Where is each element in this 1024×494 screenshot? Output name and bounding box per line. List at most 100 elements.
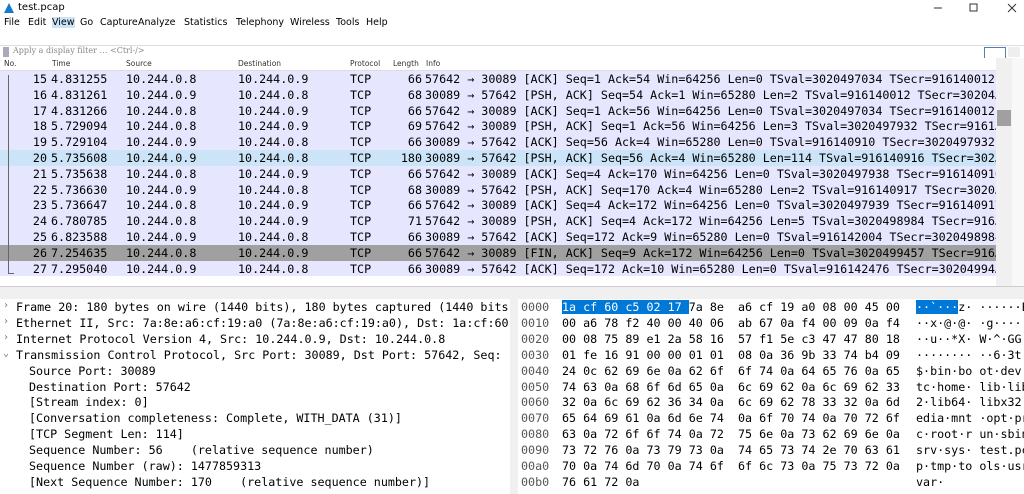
hex-byte[interactable]: 6d (885, 395, 900, 410)
hex-byte[interactable]: a6 (583, 315, 598, 330)
hex-byte[interactable]: 0a (709, 379, 724, 394)
hex-byte[interactable]: 65 (562, 411, 577, 426)
hex-byte[interactable]: 57 (738, 331, 753, 346)
hex-byte[interactable]: 75 (738, 427, 753, 442)
menu-item[interactable]: Telephony (236, 17, 285, 28)
hex-byte[interactable]: 69 (843, 427, 858, 442)
hex-byte[interactable]: 2a (667, 331, 682, 346)
hex-byte[interactable]: 6f (625, 427, 640, 442)
hex-byte[interactable]: 6e (646, 363, 661, 378)
packet-row[interactable]: 23 5.736647 10.244.0.8 10.244.0.9 TCP 66 57642… (0, 197, 996, 214)
hex-byte[interactable]: 74 (738, 443, 753, 458)
hex-byte[interactable]: 00 (667, 315, 682, 330)
tree-item[interactable]: Sequence Number (raw): 1477859313 (29, 459, 262, 473)
menu-item[interactable]: View (52, 17, 75, 28)
hex-byte[interactable]: 0a (738, 411, 753, 426)
hex-byte[interactable]: 62 (688, 363, 703, 378)
menu-item[interactable]: Help (366, 17, 388, 28)
pane-splitter[interactable] (0, 286, 1024, 299)
ascii-text[interactable]: edia·mnt ·opt·pro (916, 411, 1024, 426)
ascii-text[interactable]: ··u··*X· W·^·GG·· (916, 331, 1024, 346)
tree-expander[interactable]: › (3, 300, 10, 311)
hex-byte[interactable]: 32 (843, 395, 858, 410)
hex-byte[interactable]: 0a (688, 427, 703, 442)
hex-byte[interactable]: 00 (843, 300, 858, 314)
hex-byte[interactable]: 6d (625, 459, 640, 473)
packet-row[interactable]: 26 7.254635 10.244.0.8 10.244.0.9 TCP 66 57642… (0, 244, 996, 261)
hex-byte[interactable]: 0a (625, 474, 640, 489)
hex-byte[interactable]: 06 (709, 315, 724, 330)
hex-byte[interactable]: 69 (759, 395, 774, 410)
hex-byte[interactable]: 33 (822, 395, 837, 410)
hex-byte[interactable]: 72 (864, 459, 879, 473)
filter-dropdown[interactable] (1008, 47, 1020, 57)
packet-row[interactable]: 22 5.736630 10.244.0.9 10.244.0.8 TCP 68 30089… (0, 181, 996, 198)
hex-byte[interactable]: 63 (864, 443, 879, 458)
hex-byte[interactable]: 6e (759, 427, 774, 442)
hex-byte[interactable]: cf (583, 300, 605, 314)
tree-item[interactable]: [Conversation completeness: Complete, WI… (29, 411, 402, 426)
hex-byte[interactable]: b4 (864, 347, 879, 362)
hex-byte[interactable]: 72 (604, 427, 619, 442)
hex-byte[interactable]: 76 (604, 443, 619, 458)
hex-byte[interactable]: 65 (822, 363, 837, 378)
hex-byte[interactable]: 73 (801, 427, 816, 442)
hex-byte[interactable]: 0a (709, 443, 724, 458)
hex-byte[interactable]: 68 (625, 379, 640, 394)
hex-byte[interactable]: 6f (738, 459, 753, 473)
hex-byte[interactable]: 47 (822, 331, 837, 346)
tree-item[interactable]: Destination Port: 57642 (29, 379, 191, 394)
column-header[interactable]: Info (426, 59, 441, 68)
hex-byte[interactable]: 61 (885, 443, 900, 458)
hex-byte[interactable]: 0a (801, 379, 816, 394)
hex-byte[interactable]: 40 (688, 315, 703, 330)
hex-byte[interactable]: 9b (801, 347, 816, 362)
hex-byte[interactable]: c3 (801, 331, 816, 346)
hex-byte[interactable]: f4 (885, 315, 900, 330)
hex-byte[interactable]: 24 (562, 363, 577, 378)
hex-byte[interactable]: 0a (864, 363, 879, 378)
window-controls[interactable] (930, 2, 1024, 14)
packet-row[interactable]: 16 4.831261 10.244.0.9 10.244.0.8 TCP 68 30089… (0, 86, 996, 103)
hex-byte[interactable]: 6c (738, 379, 753, 394)
hex-byte[interactable]: 0a (885, 427, 900, 442)
packet-row[interactable]: 19 5.729104 10.244.0.9 10.244.0.8 TCP 66 30089… (0, 134, 996, 150)
hex-byte[interactable]: 70 (562, 459, 577, 473)
hex-byte[interactable]: 17 (667, 300, 689, 314)
menu-item[interactable]: File (4, 17, 20, 28)
hex-byte[interactable]: 0a (709, 395, 724, 410)
ascii-text[interactable]: srv·sys· test.pca (916, 443, 1024, 458)
hex-byte[interactable]: 78 (801, 395, 816, 410)
hex-byte[interactable]: 16 (604, 347, 619, 362)
hex-byte[interactable]: 62 (604, 363, 619, 378)
packet-row[interactable]: 15 4.831255 10.244.0.8 10.244.0.9 TCP 66 57642… (0, 71, 996, 87)
hex-byte[interactable]: 70 (780, 411, 795, 426)
hex-byte[interactable]: 0a (864, 315, 879, 330)
hex-byte[interactable]: 01 (709, 347, 724, 362)
hex-byte[interactable]: 0a (759, 347, 774, 362)
packet-list-scrollbar[interactable] (996, 58, 1012, 286)
hex-byte[interactable]: 0a (667, 363, 682, 378)
hex-byte[interactable]: 08 (822, 300, 837, 314)
hex-byte[interactable]: 61 (625, 411, 640, 426)
hex-byte[interactable]: 74 (759, 363, 774, 378)
menu-item[interactable]: Edit (28, 17, 47, 28)
hex-byte[interactable]: 80 (864, 331, 879, 346)
hex-byte[interactable]: 70 (843, 411, 858, 426)
menu-item[interactable]: Analyze (138, 17, 176, 28)
hex-byte[interactable]: 6f (646, 427, 661, 442)
ascii-text[interactable]: ··x·@·@· ·g····· (916, 315, 1024, 330)
hex-byte[interactable]: 69 (625, 363, 640, 378)
packet-row[interactable]: 21 5.735638 10.244.0.8 10.244.0.9 TCP 66 57642… (0, 165, 996, 182)
hex-byte[interactable]: 0a (583, 427, 598, 442)
hex-byte[interactable]: 0a (780, 427, 795, 442)
hex-byte[interactable]: 00 (562, 315, 577, 330)
scrollbar-thumb[interactable] (997, 110, 1011, 126)
hex-byte[interactable]: 62 (646, 395, 661, 410)
hex-byte[interactable]: 72 (604, 474, 619, 489)
hex-byte[interactable]: 34 (688, 395, 703, 410)
hex-byte[interactable]: 73 (843, 459, 858, 473)
tree-item[interactable]: Ethernet II, Src: 7a:8e:a6:cf:19:a0 (7a:… (16, 315, 509, 330)
column-header[interactable]: Length (393, 59, 419, 68)
hex-byte[interactable]: 6f (759, 411, 774, 426)
